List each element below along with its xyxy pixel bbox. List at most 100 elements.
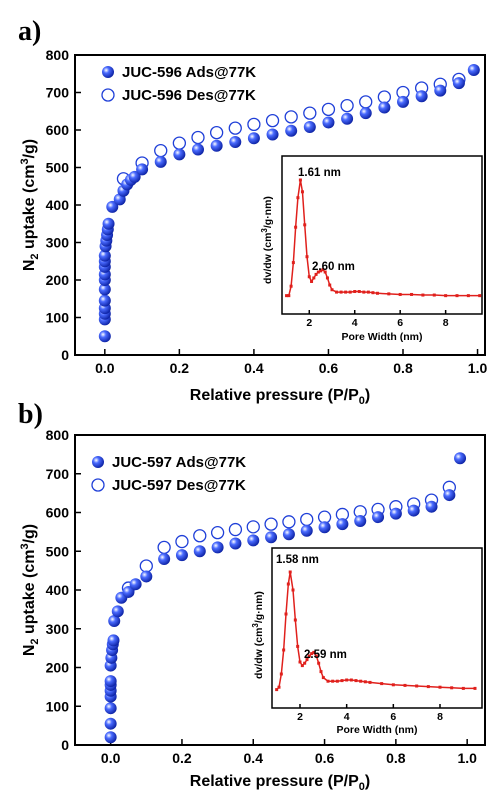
inset-point	[354, 679, 358, 683]
inset-y-label-a: dv/dw (cm3/g·nm)	[260, 196, 274, 284]
ads-point	[175, 549, 188, 562]
inset-point	[319, 269, 323, 273]
legend-label-des-b: JUC-597 Des@77K	[112, 477, 246, 494]
y-tick-label: 100	[46, 698, 70, 714]
peak-label-2-a: 2.60 nm	[312, 261, 355, 273]
inset-point	[387, 292, 391, 296]
legend-marker-ads-b	[92, 456, 104, 468]
ads-point	[285, 124, 298, 137]
des-point	[377, 90, 392, 104]
inset-point	[368, 680, 372, 684]
inset-point	[277, 685, 281, 689]
y-tick-label: 300	[46, 235, 70, 251]
panel-label-a: a)	[18, 16, 41, 47]
inset-point	[310, 652, 314, 656]
inset-point	[473, 686, 477, 690]
inset-point	[344, 290, 348, 294]
ads-point	[210, 139, 223, 152]
inset-point	[314, 654, 318, 658]
ads-point	[140, 570, 153, 583]
ads-point	[372, 511, 385, 524]
inset-x-label-a: Pore Width (nm)	[342, 331, 423, 343]
inset-point	[298, 660, 302, 664]
y-tick-label: 0	[61, 347, 69, 363]
des-point	[228, 522, 243, 537]
inset-point	[321, 268, 325, 272]
des-point	[265, 113, 280, 128]
inset-point	[415, 684, 419, 688]
inset-point	[455, 294, 459, 298]
x-tick-label: 0.8	[386, 750, 406, 766]
y-tick-label: 300	[46, 621, 70, 637]
legend-a: JUC-596 Ads@77K JUC-596 Des@77K	[101, 64, 256, 104]
des-point	[284, 110, 298, 124]
y-tick-label: 500	[46, 543, 70, 559]
des-point	[340, 98, 354, 113]
legend-label-des-a: JUC-596 Des@77K	[122, 87, 256, 104]
inset-x-tick-label: 4	[352, 317, 358, 329]
inset-point	[330, 288, 334, 292]
y-tick-label: 200	[46, 660, 70, 676]
inset-point	[305, 255, 309, 259]
x-tick-label: 0.4	[244, 750, 264, 766]
ads-point	[378, 101, 391, 114]
inset-point	[316, 270, 320, 274]
inset-point	[296, 196, 300, 200]
inset-point	[391, 683, 395, 687]
peak-label-2-b: 2.59 nm	[304, 649, 347, 661]
inset-point	[328, 283, 332, 287]
data-points-b	[104, 452, 467, 744]
ads-point	[173, 148, 186, 161]
inset-point	[335, 679, 339, 683]
x-tick-label: 0.6	[319, 360, 339, 376]
x-axis-label-a: Relative pressure (P/P0)	[190, 387, 370, 407]
inset-point	[375, 291, 379, 295]
y-tick-label: 600	[46, 122, 70, 138]
des-point	[172, 136, 187, 150]
ads-point	[341, 112, 354, 125]
inset-point	[421, 293, 425, 297]
legend-label-ads-b: JUC-597 Ads@77K	[112, 454, 246, 471]
x-axis-ticks-a: 0.0 0.2 0.4 0.6 0.8 1.0	[95, 349, 487, 376]
inset-point	[444, 294, 448, 298]
inset-x-tick-label: 4	[344, 711, 350, 723]
inset-point	[286, 582, 290, 586]
ads-point	[98, 294, 111, 307]
inset-x-tick-label: 6	[397, 317, 403, 329]
y-axis-label-b: N2 uptake (cm3/g)	[19, 524, 41, 656]
inset-point	[312, 276, 316, 280]
ads-point	[434, 84, 447, 97]
x-tick-label: 0.2	[170, 360, 190, 376]
inset-point	[359, 679, 363, 683]
inset-point	[325, 276, 329, 280]
inset-point	[349, 678, 353, 682]
ads-point	[354, 515, 367, 528]
inset-point	[289, 284, 293, 288]
y-tick-label: 500	[46, 160, 70, 176]
inset-x-ticks-a: 2 4 6 8	[306, 310, 449, 329]
ads-point	[407, 504, 420, 517]
des-point	[154, 143, 168, 158]
x-tick-label: 1.0	[468, 360, 488, 376]
inset-x-tick-label: 2	[306, 317, 312, 329]
x-axis-label-b: Relative pressure (P/P0)	[190, 773, 370, 791]
x-tick-label: 1.0	[457, 750, 477, 766]
inset-point	[303, 661, 307, 665]
y-tick-label: 400	[46, 582, 70, 598]
ads-point	[193, 545, 206, 558]
inset-point	[353, 290, 357, 294]
y-tick-label: 200	[46, 272, 70, 288]
ads-point	[154, 155, 167, 168]
y-axis-label-a: N2 uptake (cm3/g)	[19, 139, 41, 271]
legend-marker-des-b	[91, 478, 105, 492]
ads-point	[247, 534, 260, 547]
inset-point	[366, 290, 370, 294]
inset-points-b	[275, 570, 477, 692]
inset-point	[275, 688, 279, 692]
inset-point	[345, 678, 349, 682]
ads-point	[282, 528, 295, 541]
des-point	[359, 95, 373, 109]
inset-point	[339, 290, 343, 294]
des-point	[282, 515, 296, 529]
ads-point	[425, 500, 438, 513]
